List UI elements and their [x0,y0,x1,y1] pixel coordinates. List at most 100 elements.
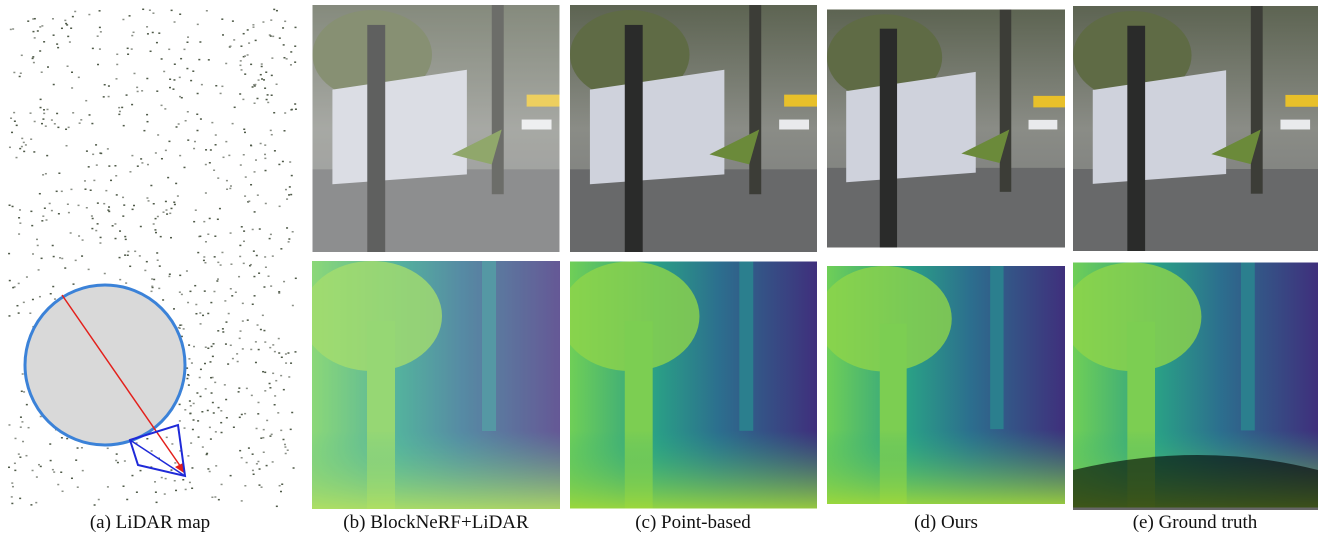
lidar-point [252,24,254,26]
lidar-point [258,484,260,486]
lidar-point [248,42,250,44]
lidar-point [161,105,163,107]
lidar-point [250,184,252,186]
lidar-point [195,313,197,315]
lidar-point [165,478,167,480]
lidar-point [30,112,32,114]
lidar-point [239,93,241,95]
lidar-point [280,248,282,250]
lidar-point [72,16,74,17]
lidar-point [198,436,200,438]
lidar-point [73,283,75,285]
lidar-point [243,230,245,232]
lidar-point [215,85,217,87]
lidar-point [150,51,152,53]
figure-images [0,0,1323,510]
lidar-point [40,466,42,468]
lidar-point [61,191,63,193]
lidar-point [34,121,36,123]
lidar-point [11,496,13,498]
lidar-point [273,9,275,11]
lidar-point [197,93,199,95]
lidar-point [79,122,81,124]
lidar-point [78,235,80,237]
lidar-point [270,234,272,236]
lidar-point [151,450,153,452]
lidar-point [225,343,227,345]
lidar-point [159,265,161,267]
lidar-point [263,286,265,288]
lidar-point [257,461,259,463]
lidar-point [72,112,74,114]
lidar-point [164,493,166,495]
lidar-point [153,203,155,205]
lidar-point [212,356,214,358]
lidar-point [199,312,201,314]
lidar-point [209,361,211,363]
lidar-point [108,206,110,208]
lidar-point [78,77,80,79]
lidar-point [36,239,38,241]
lidar-point [99,242,101,244]
lidar-point [238,387,240,389]
lidar-point [104,84,106,86]
lidar-point [284,112,286,114]
caption: (a) LiDAR map [20,512,280,534]
lidar-point [66,24,68,26]
lidar-point [242,348,244,350]
lidar-point [220,410,222,412]
lidar-point [10,29,12,31]
lidar-point [61,258,63,260]
lidar-point [150,185,152,187]
lidar-point [265,71,267,73]
lidar-point [99,48,101,50]
lidar-point [117,462,119,464]
lidar-point [33,62,35,64]
lidar-point [148,200,150,202]
lidar-point [14,470,16,472]
lidar-point [18,312,20,314]
lidar-point [21,391,23,393]
lidar-point [116,54,118,56]
lidar-point [207,233,209,235]
lidar-point [114,165,116,167]
lidar-point [173,79,175,81]
lidar-point [122,19,124,21]
lidar-point [156,42,158,44]
lidar-point [276,506,278,508]
lidar-point [279,206,281,208]
lidar-point [274,404,276,406]
lidar-point [38,464,40,466]
lidar-point [187,139,189,141]
lidar-point [184,409,186,411]
lidar-point [32,299,34,301]
caption: (b) BlockNeRF+LiDAR [306,512,566,534]
lidar-point [21,138,23,140]
lidar-point [26,404,28,406]
lidar-point [139,470,141,472]
lidar-point [263,79,265,81]
lidar-point [224,384,226,386]
lidar-point [295,108,297,110]
lidar-point [75,459,77,461]
lidar-point [262,315,264,317]
lidar-point [260,329,262,331]
lidar-point [146,114,148,116]
lidar-point [119,279,121,281]
lidar-point [179,324,181,326]
lidar-point [245,176,247,178]
lidar-point [122,215,124,217]
lidar-point [144,270,146,272]
lidar-point [49,203,51,205]
lidar-point [61,28,63,30]
lidar-point [37,30,39,32]
lidar-point [243,241,245,243]
lidar-point [16,305,18,307]
lidar-point [289,161,291,163]
lidar-point [257,194,259,196]
lidar-point [261,66,263,68]
lidar-point [264,390,266,392]
lidar-point [293,467,295,469]
lidar-point [39,193,41,195]
lidar-point [246,462,248,464]
